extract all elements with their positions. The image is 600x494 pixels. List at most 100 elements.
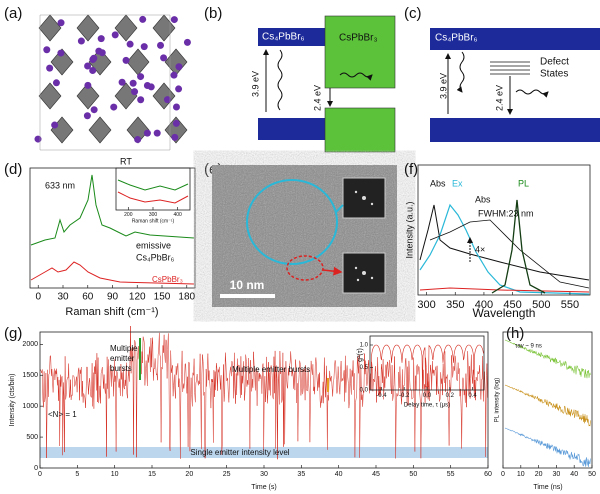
axes	[502, 331, 593, 469]
g2-trace	[370, 344, 484, 390]
octahedron	[88, 116, 112, 144]
x-tick-label: 15	[148, 471, 156, 478]
octahedron	[38, 14, 62, 42]
octahedron	[50, 48, 74, 76]
atom	[111, 31, 119, 39]
inset-trace	[117, 179, 189, 191]
inset-trace	[117, 191, 189, 204]
atom	[129, 79, 137, 87]
label: RT	[120, 156, 132, 166]
atom	[140, 43, 148, 51]
x-axis-label: Wavelength	[473, 306, 536, 320]
label: Cs₄PbBr₆	[136, 252, 175, 262]
x-tick-label: 550	[561, 299, 579, 311]
panel-label: (h)	[506, 325, 524, 342]
atom	[175, 63, 183, 71]
label: emissive	[136, 240, 171, 250]
octahedron	[152, 14, 176, 42]
label: 4×	[475, 244, 485, 254]
label: Defect	[540, 57, 569, 68]
x-tick-label: 30	[57, 292, 69, 303]
label: CsPbBr₃	[339, 33, 378, 44]
decay-line	[504, 427, 591, 468]
band-bottom	[258, 118, 328, 140]
label: Single emitter intensity level	[190, 448, 289, 457]
inset-axes	[115, 167, 191, 211]
label: 2.4 eV	[312, 85, 322, 111]
atom	[52, 79, 60, 87]
atom	[147, 83, 155, 91]
label: Cs₄PbBr₆	[435, 33, 478, 44]
atom	[77, 37, 85, 45]
label: Multiple emitter bursts	[232, 365, 310, 374]
x-tick-label: 0.2	[446, 393, 455, 399]
ex-curve	[419, 203, 590, 295]
atom	[126, 40, 134, 48]
atom	[170, 71, 178, 79]
x-tick-label: 180	[178, 292, 195, 303]
band-top	[430, 28, 600, 50]
x-tick-label: 10	[111, 471, 119, 478]
x-tick-label: 20	[185, 471, 193, 478]
panel-label: (d)	[4, 161, 22, 178]
panel-label: (f)	[404, 161, 418, 178]
atom	[153, 129, 161, 137]
octahedron	[126, 48, 150, 76]
x-tick-label: 300	[149, 212, 158, 218]
label: Abs	[475, 194, 491, 204]
g2-line	[370, 344, 484, 390]
panel-label: (b)	[204, 5, 222, 22]
atom	[134, 136, 142, 144]
atom	[83, 112, 91, 120]
x-tick-label: -0.4	[376, 393, 387, 399]
atom	[43, 46, 51, 54]
x-tick-label: 200	[124, 212, 133, 218]
label: <N> = 1	[48, 410, 77, 419]
x-tick-label: 500	[532, 299, 550, 311]
arrow	[322, 266, 343, 276]
octahedron	[50, 116, 74, 144]
y-axis-label: PL intensity (log)	[495, 378, 501, 422]
atom	[95, 47, 103, 55]
x-tick-label: 300	[417, 299, 435, 311]
highlight	[246, 179, 338, 265]
label: τav ~ 9 ns	[515, 344, 542, 350]
atom	[84, 81, 92, 89]
x-tick-label: 50	[588, 471, 596, 478]
band-bottom	[430, 118, 600, 142]
label: States	[540, 69, 568, 80]
x-tick-label: 60	[484, 471, 492, 478]
atom	[34, 135, 42, 143]
octahedron	[164, 116, 188, 144]
label: Abs	[430, 178, 446, 188]
atom	[46, 64, 54, 72]
y-axis-label: g²(τ)	[357, 348, 364, 362]
atom	[89, 67, 97, 75]
crystal-structure	[34, 14, 191, 151]
x-tick-label: 60	[82, 292, 94, 303]
atom	[131, 88, 139, 96]
label: PL	[518, 178, 529, 188]
atom	[183, 38, 191, 46]
x-tick-label: 20	[535, 471, 543, 478]
x-axis-label: Raman shift (cm⁻¹)	[132, 218, 175, 224]
x-tick-label: 400	[475, 299, 493, 311]
x-tick-label: 10	[517, 471, 525, 478]
pl-curve	[491, 199, 546, 294]
atom	[84, 62, 92, 70]
x-tick-label: 150	[154, 292, 171, 303]
trace-red	[30, 261, 195, 285]
atom	[157, 41, 165, 49]
x-tick-label: 40	[335, 471, 343, 478]
wavy-arrow	[277, 49, 283, 111]
y-tick-label: 500	[26, 434, 38, 441]
band-green	[324, 15, 396, 89]
trace-line	[40, 325, 488, 460]
abs-curve-2	[429, 219, 590, 289]
y-tick-label: 0.5	[360, 365, 369, 371]
wavy-arrow	[339, 72, 373, 81]
x-axis-label: Time (ns)	[533, 484, 562, 491]
panel-label: (c)	[404, 5, 422, 22]
atom	[171, 133, 179, 141]
x-tick-label: 0	[38, 471, 42, 478]
